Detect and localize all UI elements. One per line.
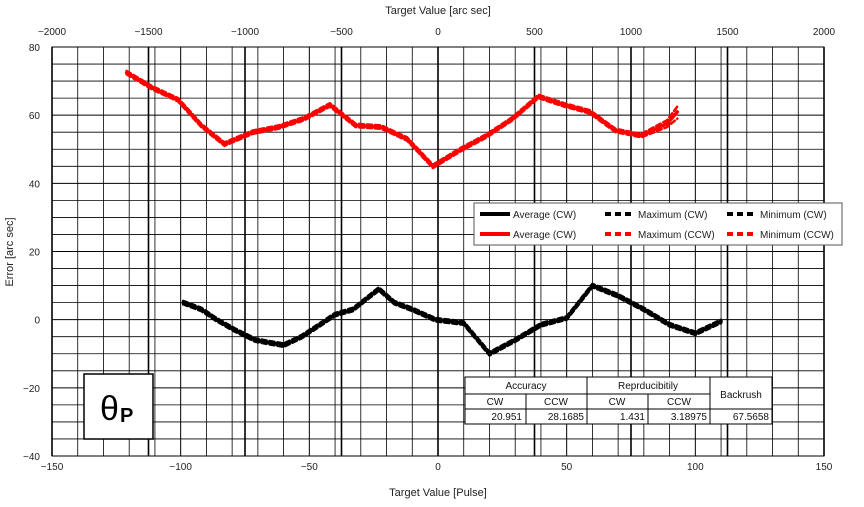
x2-tick-label: 1000	[620, 27, 643, 38]
stats-sub-accuracy-cw: CW	[487, 397, 504, 408]
y-axis-title: Error [arc sec]	[4, 217, 16, 286]
axis-badge-theta: θ	[100, 390, 119, 428]
series-line-5	[125, 73, 679, 170]
x-axis-top-ticks: −2000 −1500 −1000 −500 0 500 1000 1500 2000	[38, 27, 836, 38]
stats-header-backrush: Backrush	[720, 390, 762, 401]
stats-sub-repro-ccw: CCW	[667, 397, 691, 408]
x2-tick-label: 2000	[813, 27, 836, 38]
x2-tick-label: 500	[526, 27, 543, 38]
legend-label-max-ccw: Maximum (CCW)	[638, 230, 715, 241]
x2-tick-label: −1000	[231, 27, 260, 38]
legend-label-min-ccw: Minimum (CCW)	[760, 230, 834, 241]
legend-box	[473, 202, 843, 246]
stats-value-accuracy-cw: 20.951	[491, 412, 522, 423]
stats-value-accuracy-ccw: 28.1685	[548, 412, 585, 423]
x2-tick-label: −1500	[134, 27, 163, 38]
x-tick-label: 100	[687, 462, 704, 473]
x-tick-label: 50	[561, 462, 573, 473]
y-tick-label: 0	[34, 316, 40, 327]
axis-badge-box	[83, 373, 154, 440]
x-tick-label: −150	[41, 462, 64, 473]
stats-header-reproducibility: Reprducibitily	[618, 381, 678, 392]
series-line-0	[181, 283, 723, 356]
x-tick-label: 0	[435, 462, 441, 473]
y-tick-label: 60	[29, 111, 41, 122]
stats-sub-accuracy-ccw: CCW	[544, 397, 568, 408]
x2-tick-label: −500	[330, 27, 353, 38]
axis-badge: θ P	[83, 373, 154, 440]
x-axis-top-title: Target Value [arc sec]	[385, 5, 491, 17]
series-line-1	[181, 282, 723, 354]
stats-value-repro-ccw: 3.18975	[671, 412, 708, 423]
y-axis-ticks: −40 −20 0 20 40 60 80	[23, 43, 40, 463]
x-tick-label: 150	[816, 462, 833, 473]
x-axis-bottom-title: Target Value [Pulse]	[389, 487, 487, 499]
legend-label-min-cw: Minimum (CW)	[760, 210, 827, 221]
y-tick-label: 20	[29, 248, 41, 259]
stats-value-repro-cw: 1.431	[620, 412, 645, 423]
y-tick-label: 40	[29, 179, 41, 190]
plot-frame	[51, 46, 825, 457]
grid-lines	[51, 46, 825, 457]
series-line-2	[181, 286, 723, 357]
y-tick-label: −40	[23, 452, 40, 463]
x-tick-label: −100	[169, 462, 192, 473]
series-layer	[124, 69, 723, 357]
x-tick-label: −50	[301, 462, 318, 473]
x2-tick-label: 1500	[716, 27, 739, 38]
x-axis-bottom-ticks: −150 −100 −50 0 50 100 150	[41, 462, 833, 473]
stats-table-border	[464, 376, 773, 425]
stats-sub-repro-cw: CW	[609, 397, 626, 408]
axis-badge-subscript: P	[120, 405, 133, 427]
legend-label-avg-ccw: Average (CW)	[513, 230, 576, 241]
legend-label-max-cw: Maximum (CW)	[638, 210, 707, 221]
legend: Average (CW) Maximum (CW) Minimum (CW) A…	[473, 202, 843, 246]
x2-tick-label: −2000	[38, 27, 67, 38]
stats-value-backrush: 67.5658	[733, 412, 770, 423]
stats-table: Accuracy Reprducibitily Backrush CW CCW …	[464, 376, 773, 425]
x2-tick-label: 0	[435, 27, 441, 38]
stats-header-accuracy: Accuracy	[505, 381, 546, 392]
y-tick-label: −20	[23, 384, 40, 395]
legend-label-avg-cw: Average (CW)	[513, 210, 576, 221]
y-tick-label: 80	[29, 43, 41, 54]
series-line-4	[125, 69, 679, 166]
